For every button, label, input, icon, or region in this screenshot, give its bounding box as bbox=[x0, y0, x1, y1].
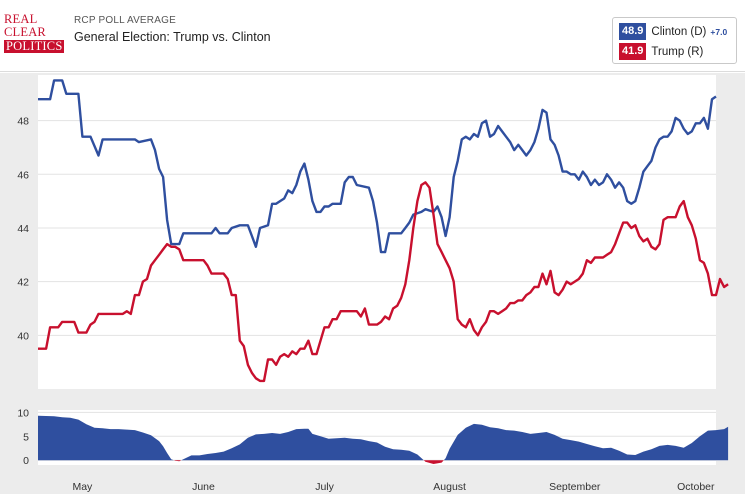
chart-header: REAL CLEAR POLITICS RCP POLL AVERAGE Gen… bbox=[0, 0, 745, 72]
clinton-name: Clinton (D) bbox=[651, 25, 707, 38]
spread-y-tick-label: 10 bbox=[17, 407, 29, 419]
logo-line-politics: POLITICS bbox=[4, 39, 64, 53]
rcp-logo: REAL CLEAR POLITICS bbox=[4, 13, 64, 57]
trump-line bbox=[38, 181, 729, 383]
x-tick-label: July bbox=[315, 481, 334, 493]
logo-line-real: REAL bbox=[4, 12, 38, 26]
x-tick-label: September bbox=[549, 481, 601, 493]
y-tick-label: 40 bbox=[17, 330, 29, 342]
clinton-spread: +7.0 bbox=[710, 26, 728, 37]
logo-line-clear: CLEAR bbox=[4, 25, 46, 39]
x-tick-label: August bbox=[433, 481, 466, 493]
y-tick-label: 46 bbox=[17, 169, 29, 181]
main-plot-background bbox=[38, 75, 716, 389]
x-tick-label: May bbox=[72, 481, 93, 493]
trump-name: Trump (R) bbox=[651, 45, 704, 58]
clinton-line bbox=[38, 79, 717, 254]
spread-y-tick-label: 0 bbox=[23, 455, 29, 467]
y-tick-label: 42 bbox=[17, 277, 29, 289]
y-tick-label: 48 bbox=[17, 116, 29, 128]
poll-chart-svg[interactable]: 40 42 44 46 48 0 5 10 May June July August September… bbox=[0, 73, 745, 494]
spread-area-clinton bbox=[38, 415, 729, 461]
chart-title: General Election: Trump vs. Clinton bbox=[74, 30, 271, 44]
chart-area: 40 42 44 46 48 0 5 10 May June July August September… bbox=[0, 73, 745, 494]
legend-item-trump[interactable]: 41.9 Trump (R) bbox=[619, 43, 703, 60]
spread-y-tick-label: 5 bbox=[23, 431, 29, 443]
y-tick-label: 44 bbox=[17, 223, 29, 235]
chart-kicker: RCP POLL AVERAGE bbox=[74, 15, 176, 26]
x-tick-label: June bbox=[192, 481, 215, 493]
trump-value-badge: 41.9 bbox=[619, 43, 647, 60]
x-tick-label: October bbox=[677, 481, 715, 493]
legend-item-clinton[interactable]: 48.9 Clinton (D) +7.0 bbox=[619, 23, 727, 40]
clinton-value-badge: 48.9 bbox=[619, 23, 647, 40]
legend-box: 48.9 Clinton (D) +7.0 41.9 Trump (R) bbox=[612, 17, 737, 64]
